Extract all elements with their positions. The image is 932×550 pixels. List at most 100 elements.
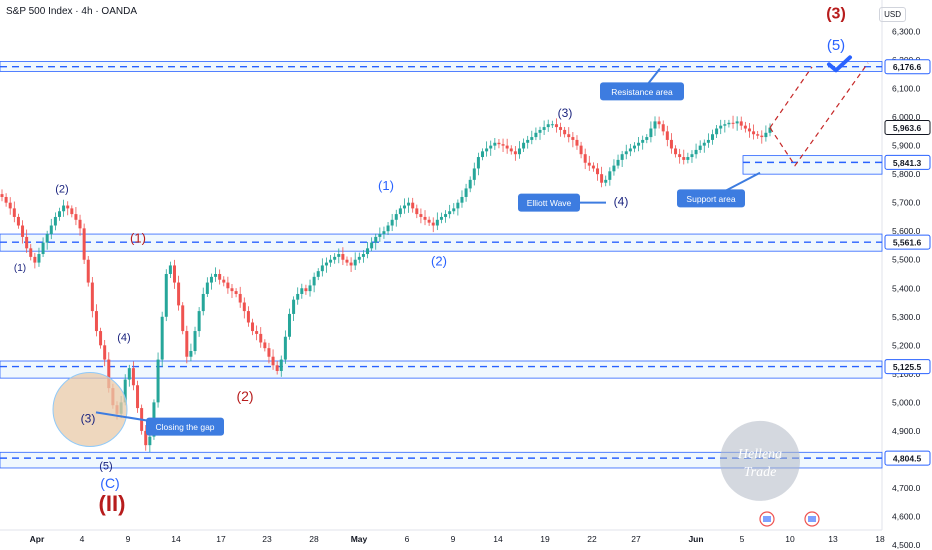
candle-body — [230, 288, 234, 292]
candle-body — [156, 359, 160, 403]
candle-body — [168, 265, 172, 274]
candle-body — [57, 211, 61, 217]
price-tag-label: 5,561.6 — [893, 238, 922, 248]
wave-label: (4) — [117, 332, 130, 344]
gap-circle — [52, 372, 128, 447]
y-tick-label: 5,700.0 — [892, 198, 921, 208]
candle-body — [189, 351, 193, 357]
candle-body — [131, 368, 135, 386]
candle-body — [711, 134, 715, 140]
candle-body — [292, 299, 296, 314]
price-tag-box — [884, 359, 931, 375]
candle-body — [201, 293, 205, 312]
candle-body — [575, 139, 579, 146]
candle-body — [218, 274, 222, 280]
candle-body — [452, 208, 456, 212]
candle-body — [423, 216, 427, 220]
candle-body — [760, 135, 764, 138]
candle-body — [678, 154, 682, 158]
candle-body — [74, 214, 78, 220]
candle-body — [505, 145, 509, 149]
candle-body — [341, 254, 345, 260]
price-tag-box — [884, 234, 931, 250]
y-tick-label: 4,600.0 — [892, 511, 921, 521]
candle-body — [333, 256, 337, 260]
wave-label: (II) — [99, 491, 126, 516]
candle-body — [661, 124, 665, 132]
y-tick-label: 5,900.0 — [892, 141, 921, 151]
x-tick-label: Apr — [30, 534, 45, 544]
y-tick-label: 5,500.0 — [892, 255, 921, 265]
y-tick-label: 6,300.0 — [892, 27, 921, 37]
y-tick-label: 4,900.0 — [892, 426, 921, 436]
candle-body — [686, 157, 690, 160]
wave-label: (3) — [81, 411, 96, 425]
candle-body — [591, 165, 595, 169]
candle-body — [415, 208, 419, 215]
candle-body — [653, 121, 657, 129]
candle-body — [374, 236, 378, 243]
candle-body — [497, 142, 501, 145]
candle-body — [747, 128, 751, 132]
candle-body — [205, 282, 209, 294]
y-tick-label: 5,400.0 — [892, 283, 921, 293]
watermark-text-2: Trade — [744, 465, 777, 480]
x-tick-label: 13 — [828, 534, 838, 544]
candle-body — [731, 122, 735, 124]
candle-body — [608, 171, 612, 180]
event-flag-mark — [763, 516, 771, 522]
candle-body — [123, 379, 127, 403]
candle-body — [464, 188, 468, 197]
candle-body — [567, 134, 571, 138]
support-callout-box — [677, 189, 745, 208]
zone-level-4804 — [0, 451, 883, 469]
candle-body — [246, 311, 250, 323]
candle-body — [534, 132, 538, 138]
zone-level-5125 — [0, 360, 883, 379]
x-tick-label: 28 — [309, 534, 319, 544]
candle-body — [271, 356, 275, 366]
wave-label: (5) — [827, 37, 845, 54]
price-tag-label: 5,841.3 — [893, 158, 922, 168]
candle-body — [263, 342, 267, 349]
candle-body — [275, 365, 279, 371]
candle-body — [127, 368, 131, 380]
candle-body — [209, 276, 213, 283]
candle-body — [739, 121, 743, 126]
candle-body — [439, 216, 443, 220]
y-tick-label: 5,000.0 — [892, 397, 921, 407]
x-tick-label: 4 — [80, 534, 85, 544]
candle-body — [632, 145, 636, 149]
candle-body — [472, 168, 476, 180]
price-tag-box — [884, 59, 931, 75]
candle-body — [624, 151, 628, 155]
candle-body — [493, 142, 497, 146]
candle-body — [698, 145, 702, 150]
candle-body — [172, 265, 176, 283]
candle-body — [160, 316, 164, 360]
candle-body — [550, 124, 554, 126]
candle-body — [719, 125, 723, 129]
candle-body — [312, 276, 316, 286]
candle-body — [481, 151, 485, 158]
x-tick-label: 14 — [171, 534, 181, 544]
x-tick-label: 9 — [126, 534, 131, 544]
candle-body — [411, 202, 415, 209]
currency-button[interactable]: USD — [879, 7, 906, 22]
wave-label: (1) — [14, 263, 26, 274]
closing-gap-callout-box — [146, 417, 224, 436]
candle-body — [62, 205, 66, 212]
candle-body — [370, 242, 374, 249]
candle-body — [349, 262, 353, 266]
candle-body — [238, 293, 242, 303]
candle-body — [78, 219, 82, 229]
candle-body — [394, 214, 398, 220]
candle-body — [682, 157, 686, 160]
candle-body — [283, 336, 287, 360]
event-flag-mark — [808, 516, 816, 522]
candle-body — [82, 228, 86, 260]
price-axis-panel — [882, 0, 932, 550]
price-tag-box — [884, 154, 931, 170]
candle-body — [287, 313, 291, 337]
